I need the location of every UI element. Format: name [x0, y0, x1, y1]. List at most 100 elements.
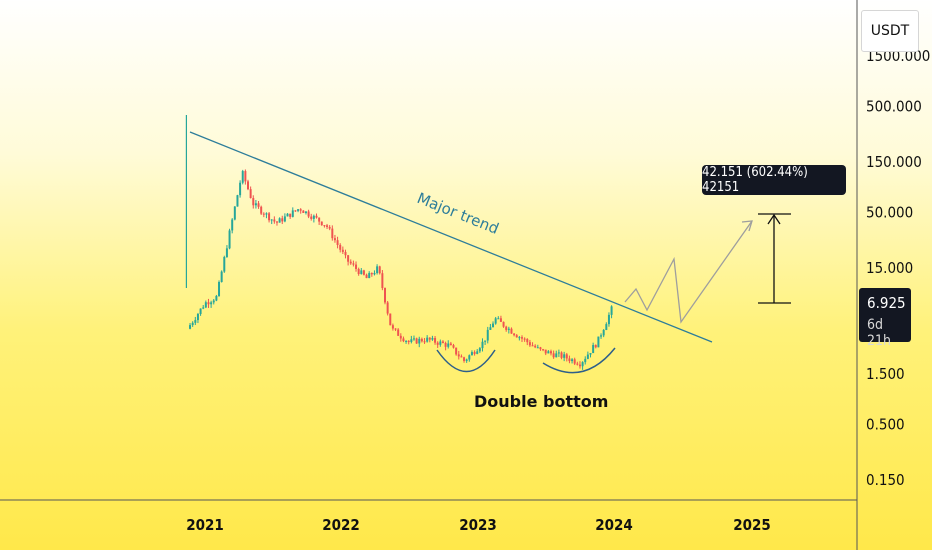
candle-body	[557, 352, 560, 354]
candle-body	[362, 270, 365, 275]
candle-body	[304, 211, 307, 213]
candle-body	[447, 343, 450, 347]
candle-body	[573, 359, 576, 364]
candle-body	[373, 273, 376, 275]
candle-body	[531, 345, 534, 347]
candle-body	[470, 352, 473, 356]
candle-body	[515, 335, 518, 338]
last-price-value: 6.925	[867, 294, 906, 312]
measure-label: 42.151 (602.44%) 42151	[702, 165, 846, 195]
candle-body	[291, 210, 294, 217]
candle-body	[478, 348, 481, 352]
candle-body	[581, 362, 584, 367]
candle-body	[571, 359, 574, 362]
candle-body	[426, 337, 429, 342]
candle-body	[336, 240, 339, 245]
candle-body	[189, 325, 192, 329]
candle-body	[544, 349, 547, 354]
y-tick-label: 1.500	[866, 365, 905, 383]
candle-body	[513, 333, 516, 336]
candle-body	[286, 213, 289, 217]
candle-body	[489, 327, 492, 330]
candle-body	[223, 257, 226, 272]
candle-body	[499, 318, 502, 322]
candle-body	[204, 302, 207, 308]
candle-body	[315, 215, 318, 218]
candle-body	[476, 351, 479, 354]
candle-body	[215, 295, 218, 301]
candle-body	[468, 355, 471, 360]
candle-body	[494, 318, 497, 324]
candle-body	[289, 213, 292, 217]
y-tick-label: 0.150	[866, 471, 905, 489]
candle-body	[439, 341, 442, 345]
x-tick-label: 2022	[322, 516, 360, 534]
candle-body	[360, 270, 363, 275]
x-tick-label: 2024	[595, 516, 633, 534]
candle-body	[536, 347, 539, 349]
candle-body	[220, 271, 223, 282]
candle-body	[196, 313, 199, 321]
candle-body	[376, 266, 379, 274]
candle-body	[610, 306, 613, 315]
candle-body	[320, 221, 323, 226]
candle-body	[560, 352, 563, 358]
candle-body	[397, 329, 400, 336]
double-bottom-left-curve	[436, 349, 496, 373]
candle-body	[407, 340, 410, 342]
candle-body	[233, 206, 236, 220]
y-tick-label: 500.000	[866, 98, 922, 116]
candle-body	[297, 209, 300, 211]
candle-body	[584, 358, 587, 363]
candle-body	[384, 288, 387, 303]
candle-body	[597, 336, 600, 348]
candle-body	[497, 318, 500, 320]
candle-body	[412, 338, 415, 340]
candle-body	[402, 338, 405, 342]
candle-body	[436, 342, 439, 345]
candle-body	[555, 353, 558, 358]
candle-body	[549, 351, 552, 354]
candle-body	[552, 353, 555, 358]
candle-body	[528, 342, 531, 346]
candle-body	[410, 339, 413, 342]
axis-lines	[0, 0, 858, 550]
candle-body	[526, 339, 529, 343]
candle-body	[391, 325, 394, 329]
candle-body	[399, 335, 402, 339]
candle-body	[260, 206, 263, 214]
candle-body	[394, 328, 397, 330]
candle-body	[347, 255, 350, 262]
candle-body	[270, 219, 273, 221]
candle-body	[212, 300, 215, 303]
candle-body	[275, 221, 278, 223]
candle-body	[534, 345, 537, 348]
candle-body	[225, 248, 228, 258]
candle-body	[257, 203, 260, 207]
candle-body	[600, 335, 603, 337]
double-bottom-label: Double bottom	[474, 392, 608, 411]
currency-unit-badge[interactable]: USDT	[861, 10, 919, 52]
candle-body	[365, 274, 368, 279]
projection-arrowhead	[741, 220, 753, 232]
candle-body	[310, 216, 313, 219]
candle-body	[368, 273, 371, 279]
x-tick-label: 2021	[186, 516, 224, 534]
candle-body	[607, 314, 610, 325]
candle-body	[294, 210, 297, 212]
candle-body	[431, 338, 434, 340]
candle-body	[273, 219, 276, 222]
x-tick-labels: 2021 2022 2023 2024 2025	[186, 516, 771, 534]
candle-body	[265, 213, 268, 215]
candle-body	[465, 359, 468, 361]
candle-body	[592, 345, 595, 354]
candle-body	[228, 230, 231, 249]
candle-body	[252, 198, 255, 206]
candle-body	[231, 219, 234, 231]
y-tick-label: 15.000	[866, 259, 913, 277]
y-tick-labels: 1500.000500.000150.00050.00015.0001.5000…	[866, 47, 930, 489]
candle-body	[339, 244, 342, 250]
candle-body	[565, 354, 568, 359]
candle-body	[249, 189, 252, 199]
